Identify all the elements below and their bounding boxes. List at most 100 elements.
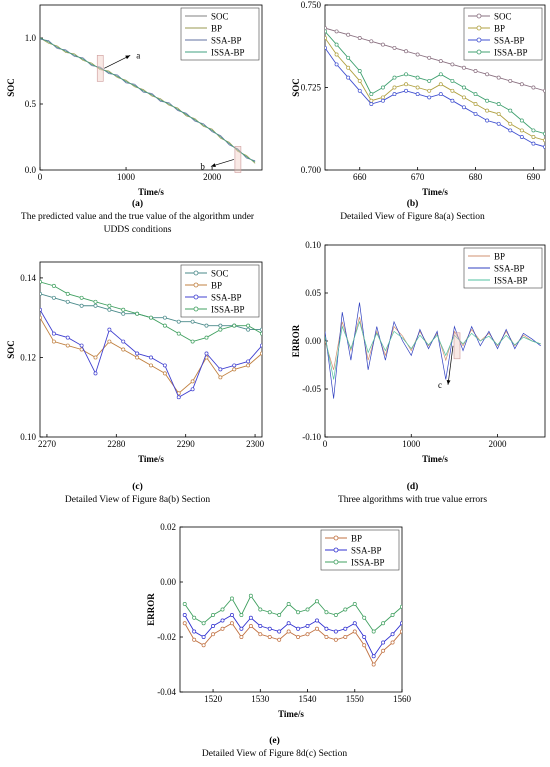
point-marker bbox=[438, 59, 443, 64]
point-marker bbox=[333, 629, 338, 634]
point-marker bbox=[220, 607, 225, 612]
point-marker bbox=[246, 323, 251, 328]
point-marker bbox=[485, 98, 490, 103]
point-marker bbox=[346, 55, 351, 60]
legend-marker bbox=[476, 49, 482, 55]
point-marker bbox=[190, 379, 195, 384]
point-marker bbox=[40, 291, 42, 296]
point-marker bbox=[258, 624, 263, 628]
point-marker bbox=[438, 72, 443, 77]
point-marker bbox=[352, 621, 357, 626]
point-marker bbox=[277, 637, 282, 642]
point-marker bbox=[369, 98, 374, 103]
point-marker bbox=[248, 593, 253, 598]
point-marker bbox=[286, 621, 291, 626]
x-tick-label: 1000 bbox=[117, 172, 136, 182]
y-tick-label: 0.725 bbox=[301, 83, 322, 93]
point-marker bbox=[211, 632, 216, 637]
point-marker bbox=[473, 111, 478, 116]
plot-area bbox=[40, 37, 256, 164]
x-tick-label: 670 bbox=[411, 172, 425, 182]
arrow-head bbox=[210, 163, 216, 167]
point-marker bbox=[473, 92, 478, 97]
point-marker bbox=[190, 319, 195, 324]
legend-label: SOC bbox=[494, 12, 512, 22]
y-axis-label: ERROR bbox=[146, 593, 156, 626]
caption-text: The predicted value and the true value o… bbox=[20, 212, 255, 235]
point-marker bbox=[296, 635, 301, 639]
point-marker bbox=[369, 92, 374, 97]
point-marker bbox=[93, 299, 98, 304]
point-marker bbox=[543, 144, 545, 149]
point-marker bbox=[519, 118, 524, 123]
point-marker bbox=[232, 363, 237, 368]
point-marker bbox=[248, 615, 253, 620]
annotation-label: b bbox=[200, 161, 205, 171]
point-marker bbox=[107, 339, 112, 344]
plot-frame bbox=[39, 261, 263, 438]
x-tick-label: 1560 bbox=[393, 694, 412, 704]
point-marker bbox=[324, 635, 329, 639]
point-marker bbox=[192, 615, 197, 620]
plot-frame bbox=[39, 4, 263, 171]
point-marker bbox=[324, 626, 329, 631]
point-marker bbox=[260, 331, 262, 336]
point-marker bbox=[267, 635, 272, 639]
y-tick-label: 0.10 bbox=[305, 240, 321, 250]
point-marker bbox=[346, 75, 351, 80]
point-marker bbox=[211, 624, 216, 628]
arrow-head bbox=[125, 55, 131, 60]
point-marker bbox=[400, 604, 402, 609]
point-marker bbox=[404, 49, 409, 54]
point-marker bbox=[121, 307, 126, 312]
legend-marker bbox=[193, 306, 199, 312]
series-line bbox=[325, 316, 541, 370]
point-marker bbox=[201, 621, 206, 626]
point-marker bbox=[519, 135, 524, 139]
point-marker bbox=[496, 102, 501, 106]
point-marker bbox=[390, 632, 395, 637]
series-line bbox=[325, 27, 545, 92]
x-tick-label: 2300 bbox=[246, 439, 265, 449]
point-marker bbox=[93, 303, 98, 308]
x-tick-label: 1530 bbox=[251, 694, 270, 704]
point-marker bbox=[135, 355, 140, 360]
point-marker bbox=[267, 626, 272, 631]
point-marker bbox=[246, 363, 251, 368]
point-marker bbox=[149, 355, 153, 360]
point-marker bbox=[40, 279, 42, 284]
point-marker bbox=[315, 618, 319, 623]
point-marker bbox=[162, 363, 167, 368]
point-marker bbox=[392, 92, 397, 97]
point-marker bbox=[427, 55, 432, 60]
point-marker bbox=[65, 291, 70, 296]
point-marker bbox=[79, 295, 84, 300]
point-marker bbox=[380, 95, 385, 100]
point-marker bbox=[371, 629, 376, 634]
point-marker bbox=[296, 610, 301, 615]
caption: (b) Detailed View of Figure 8a(a) Section bbox=[285, 198, 540, 224]
point-marker bbox=[343, 607, 348, 612]
point-marker bbox=[305, 632, 310, 637]
point-marker bbox=[232, 367, 237, 372]
point-marker bbox=[508, 78, 513, 83]
point-marker bbox=[369, 39, 374, 44]
point-marker bbox=[201, 635, 206, 639]
point-marker bbox=[260, 343, 262, 348]
x-tick-label: 2000 bbox=[203, 172, 222, 182]
point-marker bbox=[543, 131, 545, 136]
point-marker bbox=[135, 351, 140, 356]
point-marker bbox=[415, 75, 420, 80]
point-marker bbox=[352, 629, 357, 634]
legend-label: BP bbox=[351, 534, 362, 544]
point-marker bbox=[248, 624, 253, 628]
point-marker bbox=[121, 311, 126, 316]
arrow-head bbox=[446, 379, 451, 385]
caption-text: Detailed View of Figure 8d(c) Section bbox=[201, 749, 348, 759]
series-line bbox=[325, 31, 545, 135]
point-marker bbox=[531, 128, 536, 133]
panel-label: (d) bbox=[406, 482, 419, 492]
y-axis-label: SOC bbox=[6, 340, 16, 359]
legend-label: SSA-BP bbox=[494, 264, 525, 274]
point-marker bbox=[392, 75, 397, 80]
